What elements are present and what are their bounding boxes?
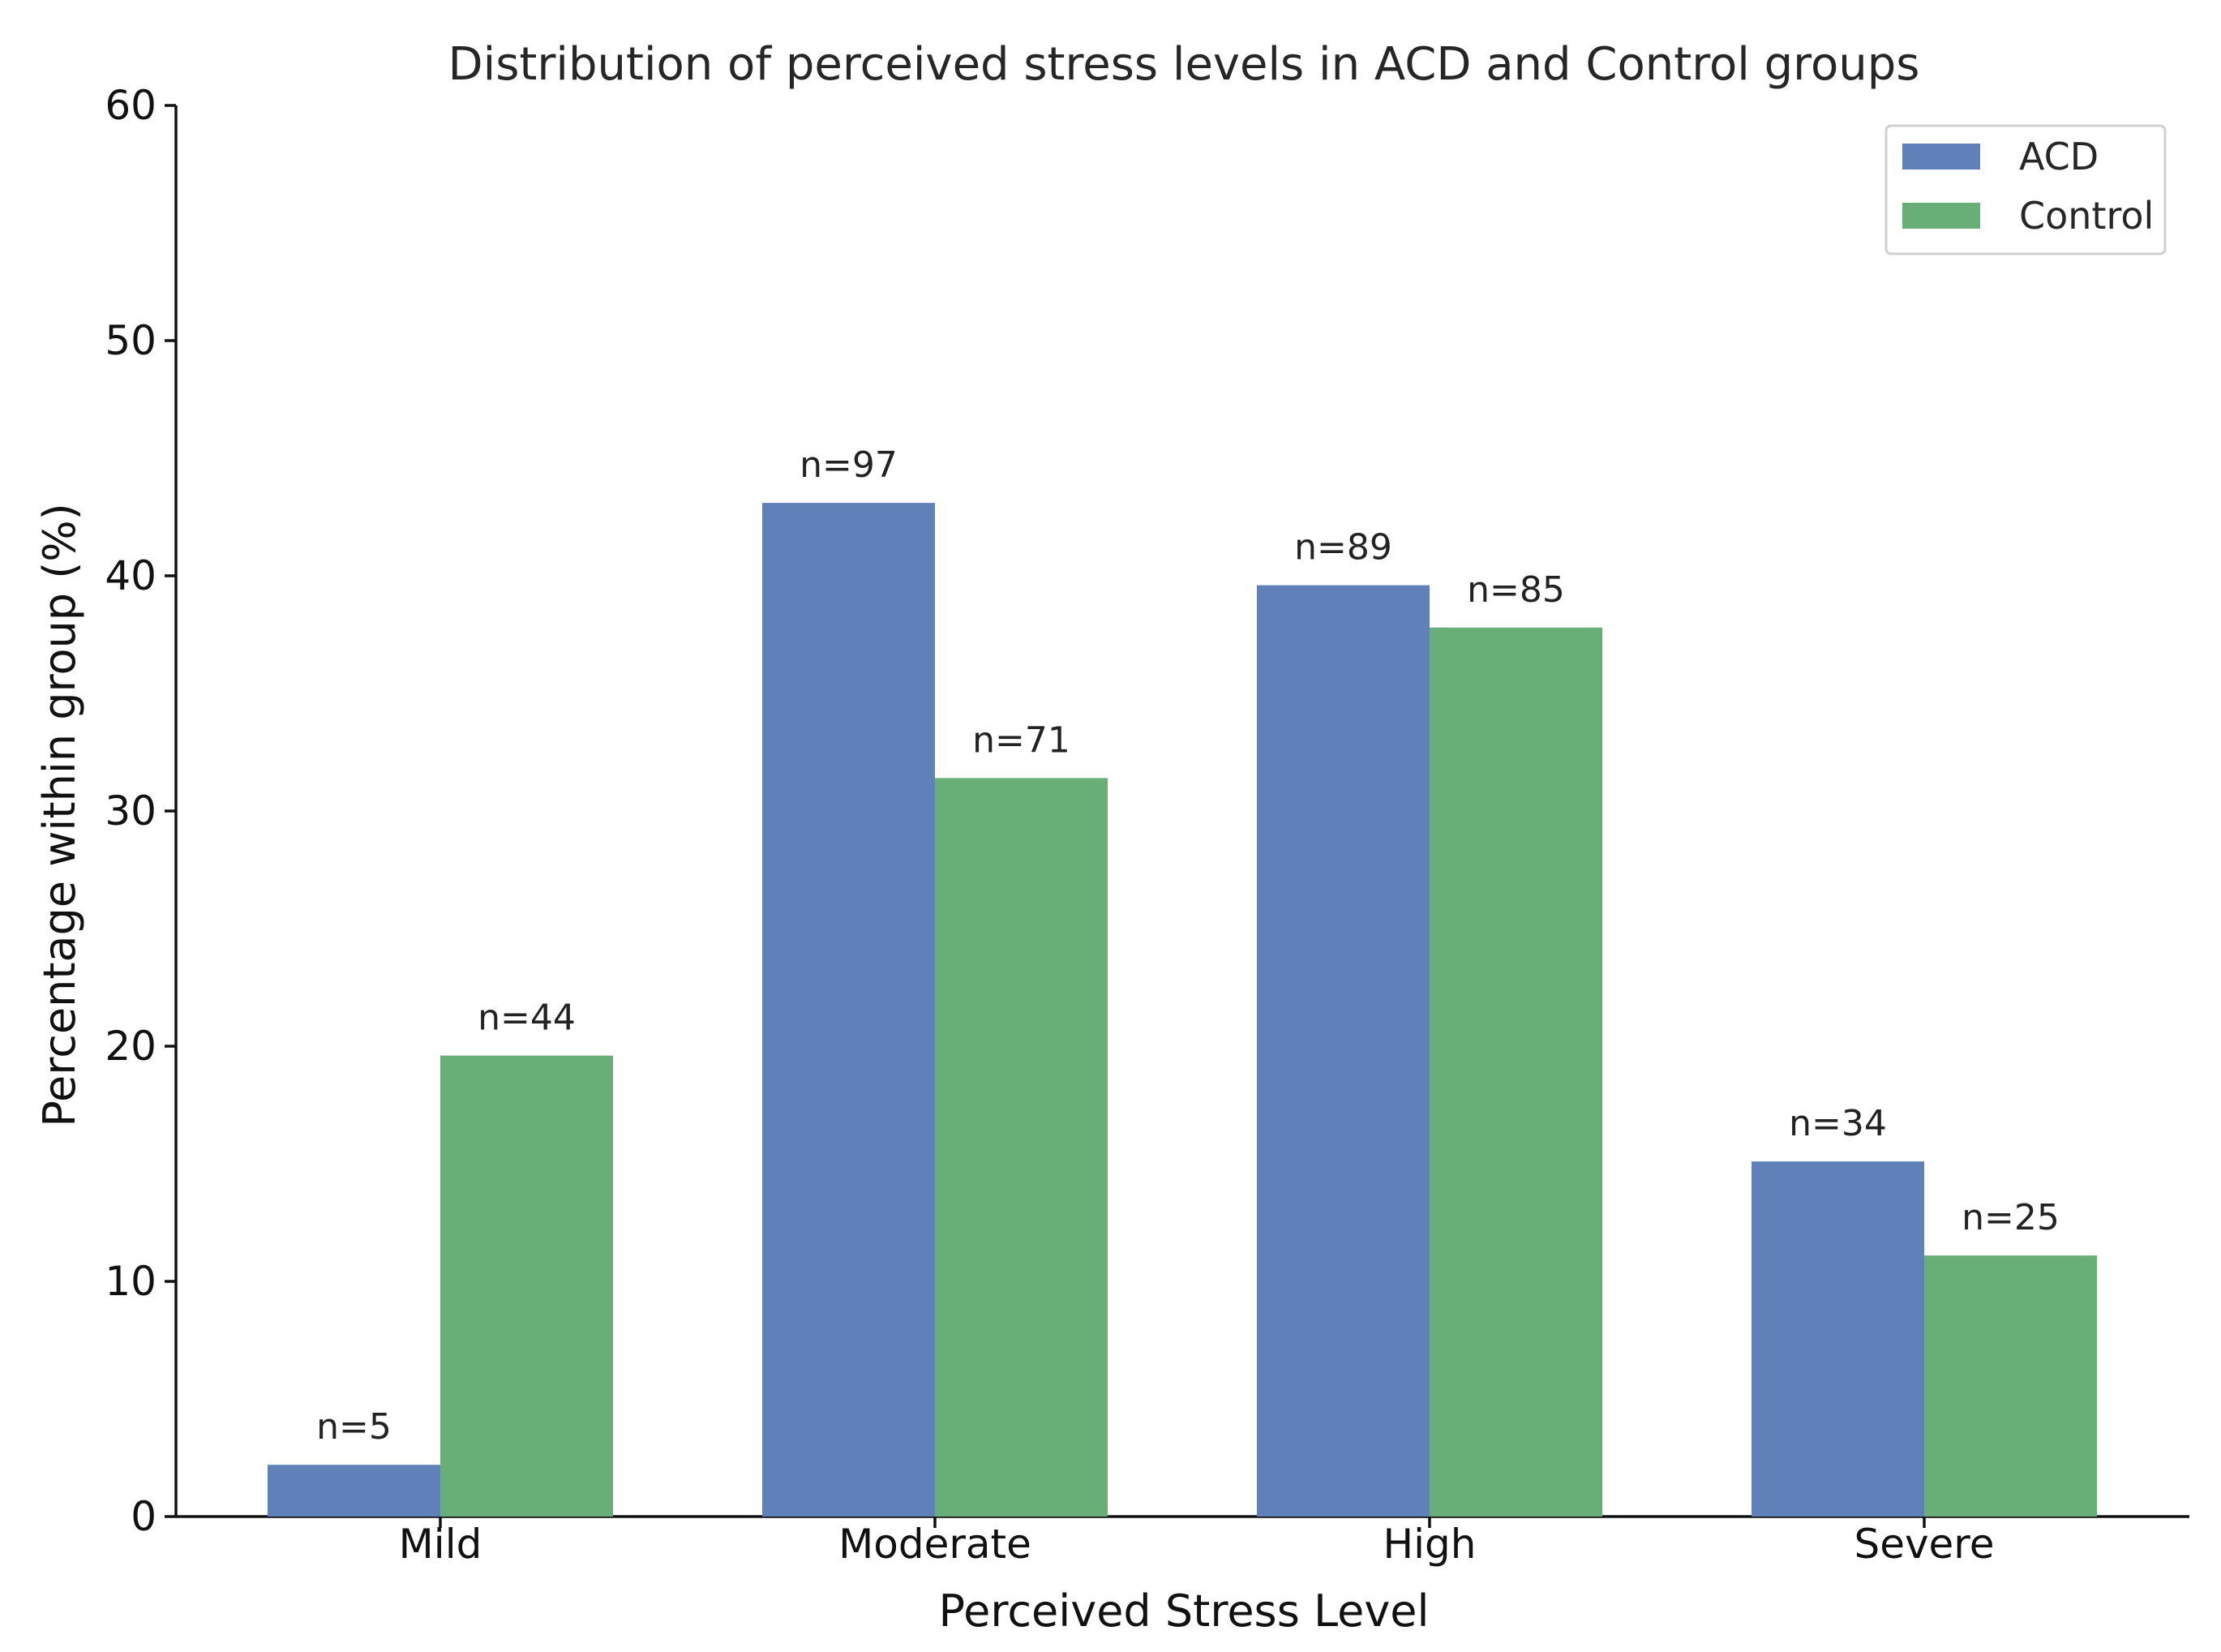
bar-labels-group: n=5 n=44 n=97 n=71 n=89 n=85 n=34 n=25 xyxy=(316,444,2060,1448)
legend-swatch-acd xyxy=(1902,144,1980,169)
x-tick-label: Severe xyxy=(1854,1521,1994,1568)
y-tick-label: 10 xyxy=(105,1258,156,1305)
y-tick-label: 50 xyxy=(105,317,156,364)
bar-label-control-moderate: n=71 xyxy=(972,719,1070,761)
x-tick-label: Moderate xyxy=(838,1521,1031,1568)
bar-control-moderate xyxy=(935,778,1108,1517)
bar-label-control-mild: n=44 xyxy=(478,998,576,1039)
x-tick-label: High xyxy=(1383,1521,1477,1568)
y-tick-label: 60 xyxy=(105,82,156,129)
bar-label-acd-severe: n=34 xyxy=(1789,1103,1887,1144)
bar-label-acd-mild: n=5 xyxy=(316,1406,392,1448)
bar-label-acd-high: n=89 xyxy=(1294,527,1392,569)
bar-control-severe xyxy=(1924,1255,2097,1517)
x-tick-label: Mild xyxy=(399,1521,482,1568)
bars-group xyxy=(268,503,2097,1517)
bar-label-control-high: n=85 xyxy=(1467,569,1565,611)
bar-acd-moderate xyxy=(762,503,935,1517)
y-tick-label: 40 xyxy=(105,552,156,599)
legend-swatch-control xyxy=(1902,203,1980,229)
chart-title: Distribution of perceived stress levels … xyxy=(448,38,1920,91)
bar-control-mild xyxy=(440,1055,613,1517)
bar-label-acd-moderate: n=97 xyxy=(800,444,898,486)
legend-label-control: Control xyxy=(2019,194,2154,238)
x-axis-title: Perceived Stress Level xyxy=(938,1585,1429,1637)
bar-acd-mild xyxy=(268,1465,440,1517)
bar-acd-high xyxy=(1257,585,1430,1517)
legend-label-acd: ACD xyxy=(2019,135,2099,178)
y-tick-label: 30 xyxy=(105,787,156,835)
legend: ACD Control xyxy=(1884,124,2167,255)
y-axis-title: Percentage within group (%) xyxy=(34,503,85,1126)
bar-control-high xyxy=(1430,627,1602,1517)
bar-acd-severe xyxy=(1752,1161,1924,1517)
y-tick-label: 20 xyxy=(105,1023,156,1070)
bar-label-control-severe: n=25 xyxy=(1962,1197,2060,1238)
x-axis: Mild Moderate High Severe xyxy=(176,1515,2189,1568)
y-axis: 0 10 20 30 40 50 60 xyxy=(105,82,178,1540)
y-tick-label: 0 xyxy=(131,1493,156,1540)
